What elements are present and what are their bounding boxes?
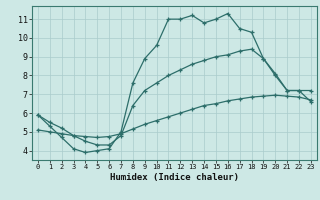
X-axis label: Humidex (Indice chaleur): Humidex (Indice chaleur): [110, 173, 239, 182]
